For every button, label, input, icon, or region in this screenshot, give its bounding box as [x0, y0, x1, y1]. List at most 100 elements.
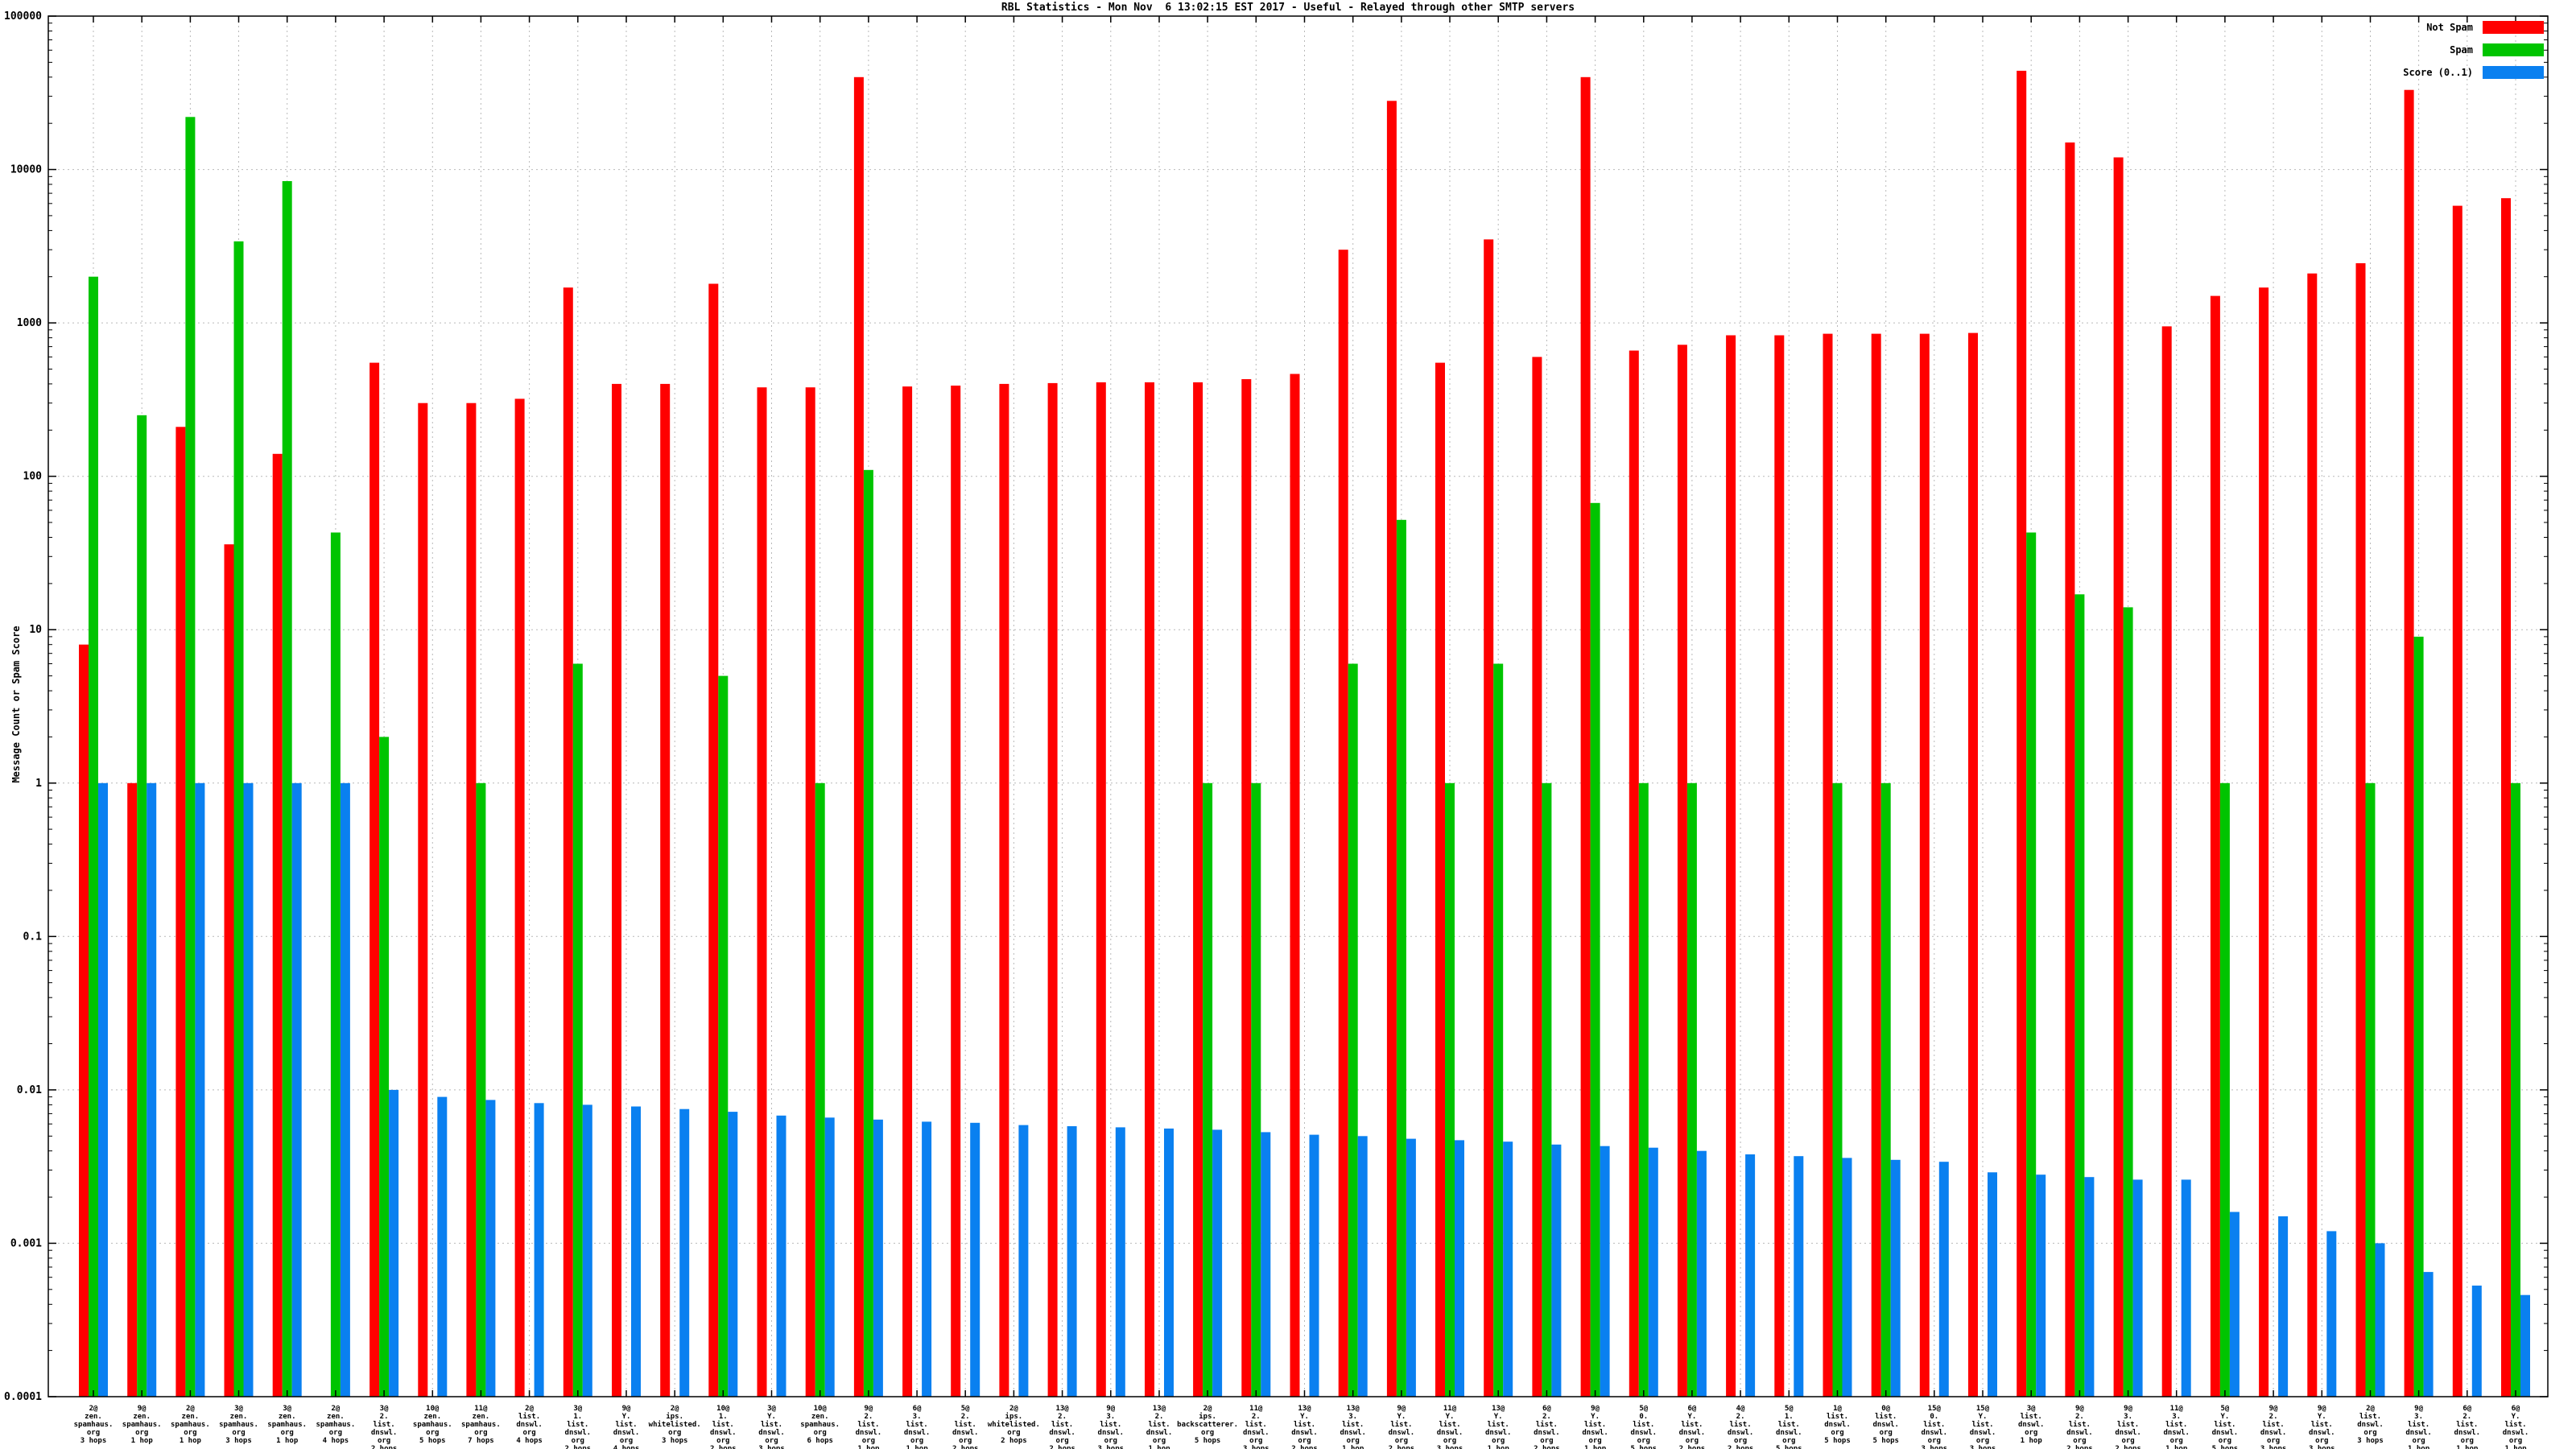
x-group-label: dnswl. [904, 1429, 931, 1437]
x-group-label: org [1298, 1437, 1311, 1445]
x-group-label: 2. [1155, 1413, 1164, 1421]
x-group-label: 3 hops [225, 1437, 252, 1445]
x-group-label: list. [906, 1420, 928, 1429]
x-group-label: 1 hop [2165, 1445, 2188, 1449]
x-group-label: list. [1390, 1420, 1412, 1429]
bar-spam [282, 181, 292, 1397]
x-group-label: 2. [2269, 1413, 2278, 1421]
bar-score [2132, 1179, 2143, 1397]
bar-not_spam [2501, 198, 2511, 1397]
bar-score [1406, 1138, 1416, 1397]
x-group-label: 3@ [573, 1405, 582, 1413]
x-group-label: list. [2456, 1420, 2478, 1429]
bar-score [1600, 1146, 1610, 1397]
x-group-label: dnswl. [371, 1429, 398, 1437]
x-group-label: 9@ [1397, 1405, 1406, 1413]
bar-spam [1590, 502, 1600, 1397]
x-group-label: spamhaus. [219, 1421, 258, 1429]
x-group-label: 5 hops [1195, 1437, 1221, 1445]
x-group-label: 11@ [2170, 1405, 2184, 1413]
x-group-label: dnswl. [2503, 1429, 2529, 1437]
x-group-label: 1. [719, 1413, 728, 1421]
x-group-label: 1 hop [2021, 1437, 2043, 1445]
x-group-label: 0@ [1881, 1405, 1890, 1413]
x-group-label: 2. [864, 1413, 873, 1421]
x-group-label: org [474, 1429, 487, 1437]
x-group-label: 2. [1542, 1413, 1551, 1421]
legend-swatch [2483, 21, 2544, 34]
x-group-label: list. [1245, 1420, 1267, 1429]
x-group-label: 1@ [1833, 1405, 1842, 1413]
x-group-label: org [2170, 1437, 2183, 1445]
x-group-label: 2 hops [1049, 1445, 1075, 1449]
bar-not_spam [1968, 332, 1978, 1397]
bar-spam [1686, 782, 1697, 1397]
x-group-label: 1. [573, 1413, 582, 1421]
x-group-label: list. [2408, 1420, 2429, 1429]
x-group-label: spamhaus. [316, 1421, 356, 1429]
x-group-label: dnswl. [1146, 1429, 1173, 1437]
bar-spam [863, 469, 873, 1397]
x-group-label: org [1831, 1429, 1843, 1437]
bar-score [1842, 1158, 1852, 1397]
x-group-label: org [2461, 1437, 2474, 1445]
x-group-label: 13@ [1492, 1405, 1505, 1413]
bar-score [2084, 1177, 2095, 1397]
x-group-label: org [232, 1429, 245, 1437]
bar-spam [1348, 663, 1358, 1397]
x-group-label: 2 hops [565, 1445, 592, 1449]
x-group-label: list. [615, 1420, 637, 1429]
y-tick-label: 100 [23, 471, 43, 483]
bar-not_spam [2065, 142, 2075, 1397]
x-group-label: 2@ [1009, 1405, 1018, 1413]
x-group-label: 5 hops [1631, 1445, 1657, 1449]
x-group-label: org [2363, 1429, 2376, 1437]
bar-not_spam [2210, 295, 2220, 1397]
x-group-label: list. [1294, 1420, 1315, 1429]
x-group-label: dnswl. [1631, 1429, 1657, 1437]
x-group-label: list. [2069, 1420, 2091, 1429]
x-group-label: 2@ [671, 1405, 679, 1413]
x-group-label: org [572, 1437, 584, 1445]
bar-score [679, 1108, 690, 1397]
x-group-label: 2 hops [1291, 1445, 1318, 1449]
x-group-label: dnswl. [1970, 1429, 1996, 1437]
y-tick-label: 10 [29, 624, 42, 636]
x-group-label: 3 hops [758, 1445, 785, 1449]
x-group-label: zen. [85, 1413, 102, 1421]
x-group-label: org [910, 1437, 923, 1445]
x-group-label: spamhaus. [122, 1421, 162, 1429]
x-group-label: 15@ [1976, 1405, 1990, 1413]
x-group-label: 9@ [2269, 1405, 2278, 1413]
x-group-label: list. [2359, 1412, 2381, 1421]
bar-score [2278, 1216, 2289, 1397]
x-group-label: dnswl. [1049, 1429, 1075, 1437]
x-group-label: 13@ [1347, 1405, 1360, 1413]
bar-score [1164, 1128, 1174, 1397]
bar-spam [718, 675, 729, 1397]
x-group-label: 3 hops [2309, 1445, 2335, 1449]
x-group-label: org [1880, 1429, 1893, 1437]
bar-score [340, 782, 350, 1397]
x-group-label: org [1540, 1437, 1553, 1445]
x-group-label: 2 hops [1389, 1445, 1415, 1449]
x-group-label: 6@ [1687, 1405, 1696, 1413]
x-group-label: 3 hops [1098, 1445, 1125, 1449]
bar-score [437, 1096, 448, 1397]
x-group-label: dnswl. [1243, 1429, 1269, 1437]
bar-not_spam [272, 453, 283, 1397]
bar-not_spam [466, 402, 477, 1397]
x-group-label: org [1734, 1437, 1747, 1445]
x-group-label: org [2267, 1437, 2280, 1445]
x-group-label: list. [2021, 1412, 2042, 1421]
x-group-label: ips. [1199, 1412, 1216, 1421]
x-group-label: 2. [2462, 1413, 2471, 1421]
bar-not_spam [563, 287, 573, 1397]
bar-not_spam [1386, 101, 1397, 1397]
x-group-label: dnswl. [952, 1429, 979, 1437]
x-group-label: dnswl. [2163, 1429, 2190, 1437]
x-group-label: list. [712, 1420, 734, 1429]
bar-spam [572, 663, 583, 1397]
bar-score [824, 1117, 835, 1397]
